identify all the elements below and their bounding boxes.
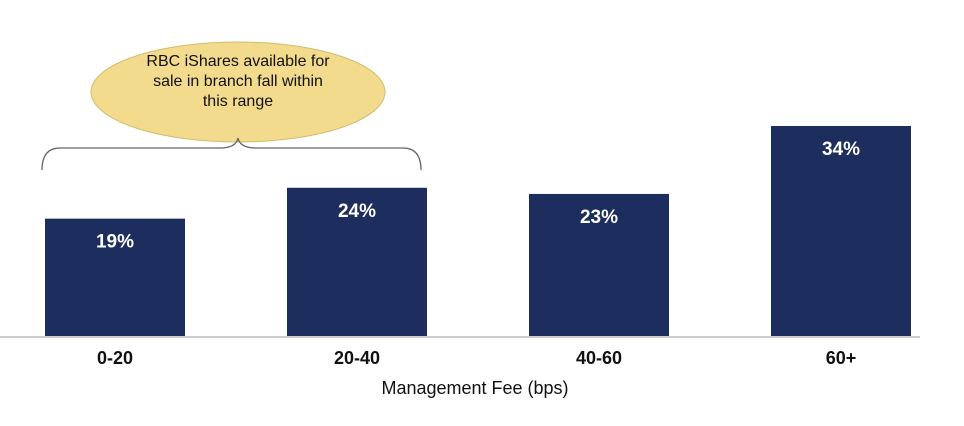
value-label: 19% [96,232,134,253]
annotation: RBC iShares available for sale in branch… [146,53,330,110]
x-tick-label: 40-60 [576,348,622,368]
x-tick-label: 60+ [826,348,857,368]
x-axis-label: Management Fee (bps) [381,378,568,398]
value-label: 24% [338,201,376,222]
value-label: 34% [822,139,860,160]
bar [287,187,427,336]
bar [771,126,911,336]
x-tick-label: 0-20 [97,348,133,368]
annotation-bubble [90,41,386,143]
value-label: 23% [580,207,618,228]
range-brace [41,137,422,171]
bar [529,193,669,336]
bar [45,218,185,336]
x-tick-label: 20-40 [334,348,380,368]
